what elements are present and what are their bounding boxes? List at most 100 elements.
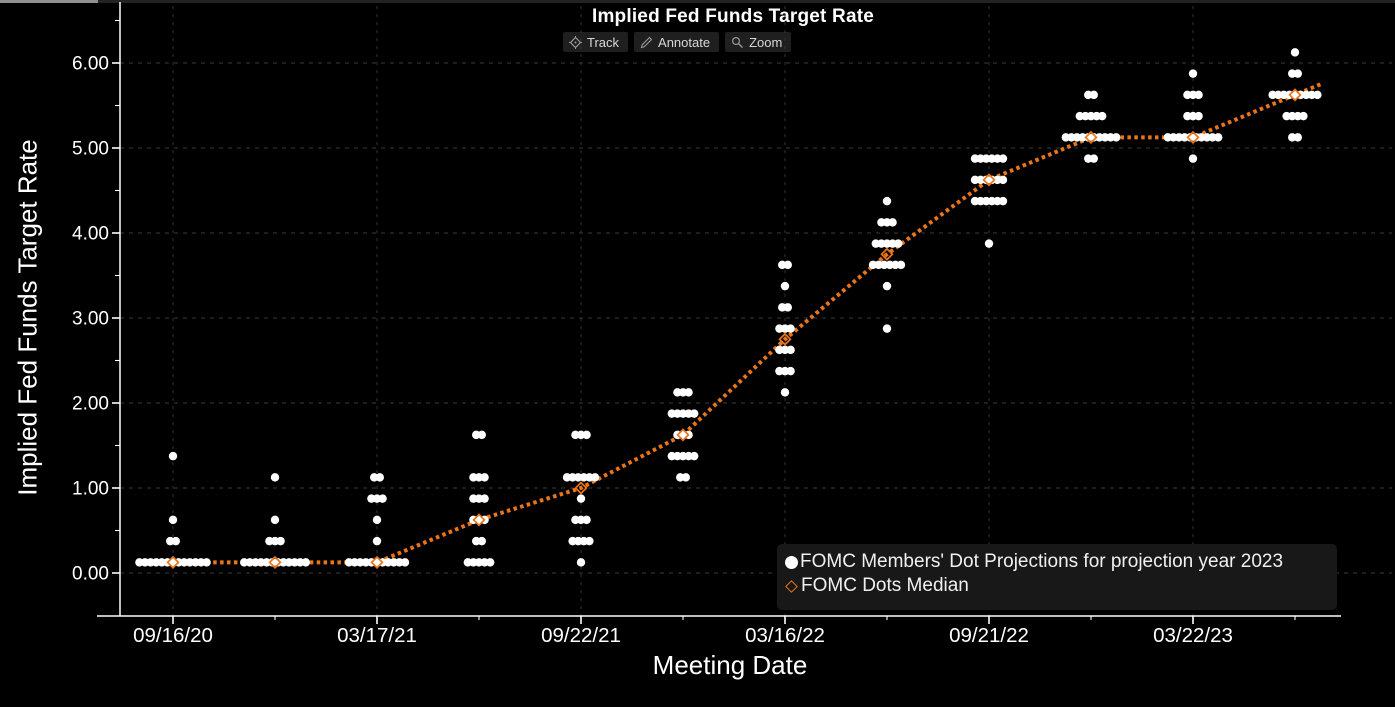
y-tick-label: 0.00 bbox=[72, 564, 109, 585]
x-tick-label: 09/21/22 bbox=[949, 624, 1029, 647]
median-diamond-marker bbox=[1288, 88, 1302, 102]
median-diamond-marker bbox=[1186, 130, 1200, 144]
fomc-dot bbox=[202, 558, 211, 567]
fomc-dot bbox=[786, 345, 795, 355]
fomc-dot bbox=[998, 196, 1008, 206]
fomc-dot bbox=[270, 473, 280, 482]
fomc-dot bbox=[888, 218, 897, 227]
fomc-dot bbox=[477, 536, 486, 546]
horizontal-scrollbar[interactable] bbox=[0, 0, 1395, 3]
fomc-dot bbox=[1188, 69, 1198, 78]
fomc-dot bbox=[681, 473, 690, 482]
y-tick-label: 1.00 bbox=[72, 479, 109, 500]
fomc-dot bbox=[1313, 90, 1322, 100]
legend-item-median-label: FOMC Dots Median bbox=[801, 575, 969, 596]
fomc-dot bbox=[882, 324, 892, 333]
fomc-dot bbox=[690, 451, 699, 461]
fomc-dot bbox=[168, 451, 178, 461]
fomc-dot bbox=[477, 430, 486, 440]
median-diamond-marker bbox=[676, 428, 690, 442]
zoom-button[interactable]: Zoom bbox=[725, 32, 792, 52]
annotate-button[interactable]: Annotate bbox=[634, 32, 720, 52]
fomc-dot bbox=[590, 473, 600, 482]
fomc-dot bbox=[1290, 48, 1300, 57]
fomc-dot bbox=[780, 281, 790, 291]
chart-toolbar: Track Annotate Zoom bbox=[563, 32, 792, 52]
fomc-dot bbox=[480, 494, 489, 503]
fomc-dot bbox=[780, 388, 790, 397]
fomc-dot bbox=[1089, 90, 1099, 100]
fomc-dot bbox=[400, 558, 410, 567]
fomc-dot bbox=[301, 558, 310, 567]
fomc-dot bbox=[582, 515, 591, 525]
fomc-dot bbox=[372, 536, 382, 546]
y-tick-label: 6.00 bbox=[72, 54, 109, 75]
fomc-dot bbox=[576, 558, 586, 567]
fomc-dot bbox=[486, 558, 495, 567]
fomc-dot bbox=[1194, 111, 1203, 121]
fomc-dot bbox=[270, 515, 280, 525]
annotate-pencil-icon bbox=[640, 36, 653, 49]
annotate-button-label: Annotate bbox=[658, 34, 711, 50]
fomc-dot bbox=[1112, 133, 1121, 142]
fomc-dot bbox=[171, 536, 180, 546]
filled-circle-marker-icon bbox=[785, 555, 798, 569]
track-button-label: Track bbox=[587, 34, 620, 50]
y-tick-label: 2.00 bbox=[72, 394, 109, 415]
fomc-dot bbox=[998, 175, 1008, 185]
median-diamond-marker bbox=[880, 247, 894, 261]
x-tick-label: 03/17/21 bbox=[337, 624, 417, 647]
x-tick-label: 09/16/20 bbox=[133, 624, 213, 647]
fomc-dot bbox=[1293, 69, 1303, 78]
x-tick-label: 03/22/23 bbox=[1153, 624, 1233, 647]
fomc-dot bbox=[168, 515, 178, 525]
track-crosshair-icon bbox=[569, 35, 582, 49]
fomc-dot bbox=[896, 260, 906, 270]
median-diamond-marker bbox=[574, 481, 588, 495]
median-diamond-marker bbox=[778, 332, 792, 346]
fomc-dot bbox=[375, 473, 384, 482]
chart-legend: FOMC Members' Dot Projections for projec… bbox=[777, 544, 1337, 610]
zoom-button-label: Zoom bbox=[749, 34, 783, 50]
fomc-median-line bbox=[158, 81, 1323, 565]
median-diamond-marker bbox=[268, 555, 282, 569]
fomc-dot bbox=[276, 536, 285, 546]
y-tick-label: 3.00 bbox=[72, 309, 109, 330]
scrollbar-thumb[interactable] bbox=[0, 0, 98, 3]
fomc-dot bbox=[786, 324, 795, 333]
median-diamond-marker bbox=[166, 555, 180, 569]
fomc-dot bbox=[882, 196, 892, 206]
fomc-dot bbox=[582, 430, 591, 440]
fomc-dot bbox=[576, 494, 586, 503]
fomc-dot bbox=[480, 473, 489, 482]
fomc-dot bbox=[1098, 111, 1107, 121]
fomc-dot bbox=[783, 260, 792, 270]
chart-title: Implied Fed Funds Target Rate bbox=[591, 6, 875, 27]
fomc-dot bbox=[1089, 154, 1099, 163]
x-tick-label: 03/16/22 bbox=[745, 624, 825, 647]
median-diamond-marker bbox=[370, 555, 384, 569]
fomc-dot bbox=[882, 281, 892, 291]
zoom-magnifier-icon bbox=[731, 36, 744, 49]
fomc-dot bbox=[1214, 133, 1223, 142]
y-tick-label: 5.00 bbox=[72, 139, 109, 160]
median-diamond-marker bbox=[1084, 130, 1098, 144]
fomc-dot bbox=[1293, 133, 1303, 142]
fomc-dot bbox=[1194, 90, 1203, 100]
median-diamond-marker bbox=[982, 173, 996, 187]
track-button[interactable]: Track bbox=[563, 32, 629, 52]
fomc-dot bbox=[984, 239, 994, 248]
fomc-dot bbox=[585, 536, 594, 546]
median-diamond-marker bbox=[472, 513, 486, 527]
fomc-dot bbox=[1299, 111, 1308, 121]
fomc-dot bbox=[1188, 154, 1198, 163]
legend-item-median[interactable]: FOMC Dots Median bbox=[785, 574, 1337, 598]
fomc-dot bbox=[684, 388, 693, 397]
fomc-dot bbox=[786, 366, 795, 376]
legend-item-dots[interactable]: FOMC Members' Dot Projections for projec… bbox=[785, 550, 1337, 574]
y-axis-title: Implied Fed Funds Target Rate bbox=[12, 139, 43, 496]
x-tick-label: 09/22/21 bbox=[541, 624, 621, 647]
fomc-dot bbox=[690, 409, 699, 418]
